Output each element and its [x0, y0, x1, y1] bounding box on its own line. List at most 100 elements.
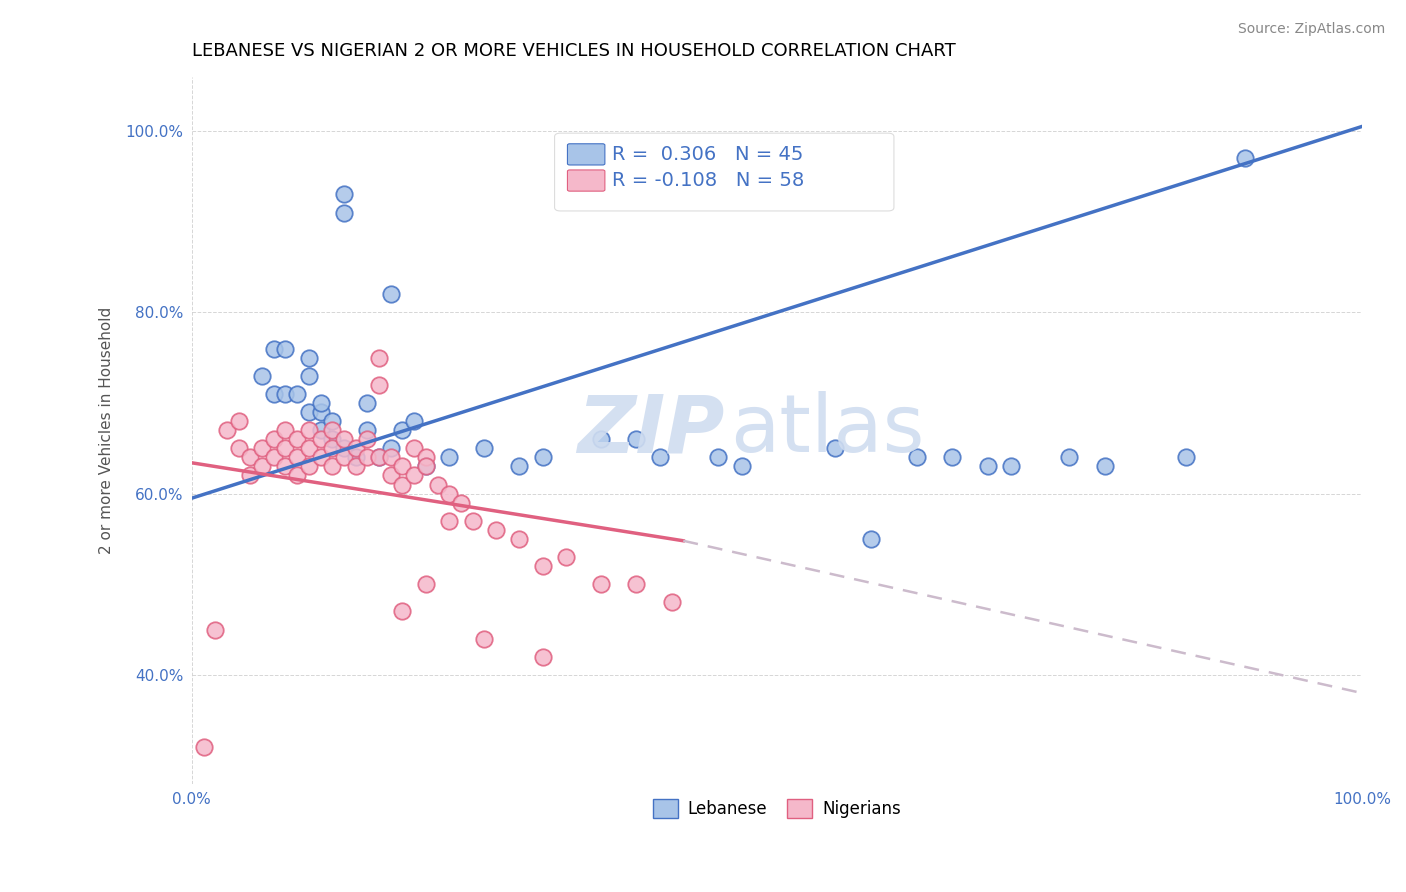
Point — [731, 459, 754, 474]
Point — [824, 442, 846, 456]
Point — [333, 187, 356, 202]
Point — [356, 432, 378, 446]
Point — [274, 342, 297, 356]
Point — [905, 450, 928, 465]
Point — [204, 623, 226, 637]
Point — [485, 523, 508, 537]
Point — [1059, 450, 1081, 465]
Point — [274, 459, 297, 474]
Point — [391, 605, 413, 619]
Point — [439, 450, 461, 465]
Point — [508, 459, 530, 474]
Point — [591, 577, 613, 591]
Point — [250, 442, 273, 456]
Point — [321, 442, 343, 456]
Point — [356, 423, 378, 437]
Point — [298, 442, 321, 456]
Point — [555, 550, 578, 565]
Text: ZIP: ZIP — [576, 392, 724, 469]
Point — [239, 450, 262, 465]
Point — [321, 459, 343, 474]
Point — [368, 377, 391, 392]
Point — [976, 459, 998, 474]
Point — [333, 442, 356, 456]
Point — [309, 396, 332, 410]
Point — [380, 450, 402, 465]
Point — [472, 632, 495, 646]
Point — [250, 368, 273, 383]
Point — [439, 486, 461, 500]
Point — [368, 351, 391, 365]
Point — [263, 387, 285, 401]
Point — [404, 442, 426, 456]
Point — [333, 450, 356, 465]
Point — [298, 459, 321, 474]
Point — [1094, 459, 1116, 474]
Point — [415, 450, 437, 465]
FancyBboxPatch shape — [554, 133, 894, 211]
Point — [450, 496, 472, 510]
Point — [439, 514, 461, 528]
Point — [661, 595, 683, 609]
FancyBboxPatch shape — [568, 170, 605, 191]
Point — [415, 459, 437, 474]
Point — [193, 740, 215, 755]
Point — [626, 432, 648, 446]
Point — [391, 477, 413, 491]
Text: LEBANESE VS NIGERIAN 2 OR MORE VEHICLES IN HOUSEHOLD CORRELATION CHART: LEBANESE VS NIGERIAN 2 OR MORE VEHICLES … — [191, 42, 956, 60]
Point — [228, 442, 250, 456]
Point — [285, 450, 308, 465]
Point — [1233, 151, 1256, 165]
Point — [368, 450, 391, 465]
Point — [228, 414, 250, 428]
Point — [333, 205, 356, 219]
Point — [285, 468, 308, 483]
Text: Source: ZipAtlas.com: Source: ZipAtlas.com — [1237, 22, 1385, 37]
Point — [344, 450, 367, 465]
Point — [380, 287, 402, 301]
Point — [368, 450, 391, 465]
Point — [404, 414, 426, 428]
Point — [285, 432, 308, 446]
Point — [344, 459, 367, 474]
Point — [309, 423, 332, 437]
Point — [508, 532, 530, 546]
Point — [274, 423, 297, 437]
Point — [1000, 459, 1022, 474]
Point — [309, 432, 332, 446]
Point — [215, 423, 238, 437]
Point — [321, 414, 343, 428]
Legend: Lebanese, Nigerians: Lebanese, Nigerians — [645, 792, 908, 825]
Point — [391, 459, 413, 474]
Point — [531, 649, 554, 664]
Point — [298, 368, 321, 383]
Text: atlas: atlas — [730, 392, 925, 469]
Point — [321, 432, 343, 446]
Point — [1175, 450, 1198, 465]
Point — [298, 423, 321, 437]
Point — [285, 387, 308, 401]
Point — [531, 450, 554, 465]
Point — [321, 423, 343, 437]
Point — [274, 387, 297, 401]
Point — [309, 405, 332, 419]
Point — [356, 450, 378, 465]
Point — [298, 405, 321, 419]
Point — [263, 450, 285, 465]
Point — [415, 577, 437, 591]
Point — [591, 432, 613, 446]
Point — [356, 396, 378, 410]
Point — [859, 532, 882, 546]
Point — [648, 450, 671, 465]
Point — [391, 423, 413, 437]
Point — [333, 432, 356, 446]
Point — [707, 450, 730, 465]
Point — [941, 450, 963, 465]
Point — [274, 442, 297, 456]
Point — [250, 459, 273, 474]
Point — [461, 514, 484, 528]
Text: R =  0.306   N = 45: R = 0.306 N = 45 — [612, 145, 803, 164]
Point — [426, 477, 449, 491]
Point — [298, 351, 321, 365]
Point — [380, 468, 402, 483]
